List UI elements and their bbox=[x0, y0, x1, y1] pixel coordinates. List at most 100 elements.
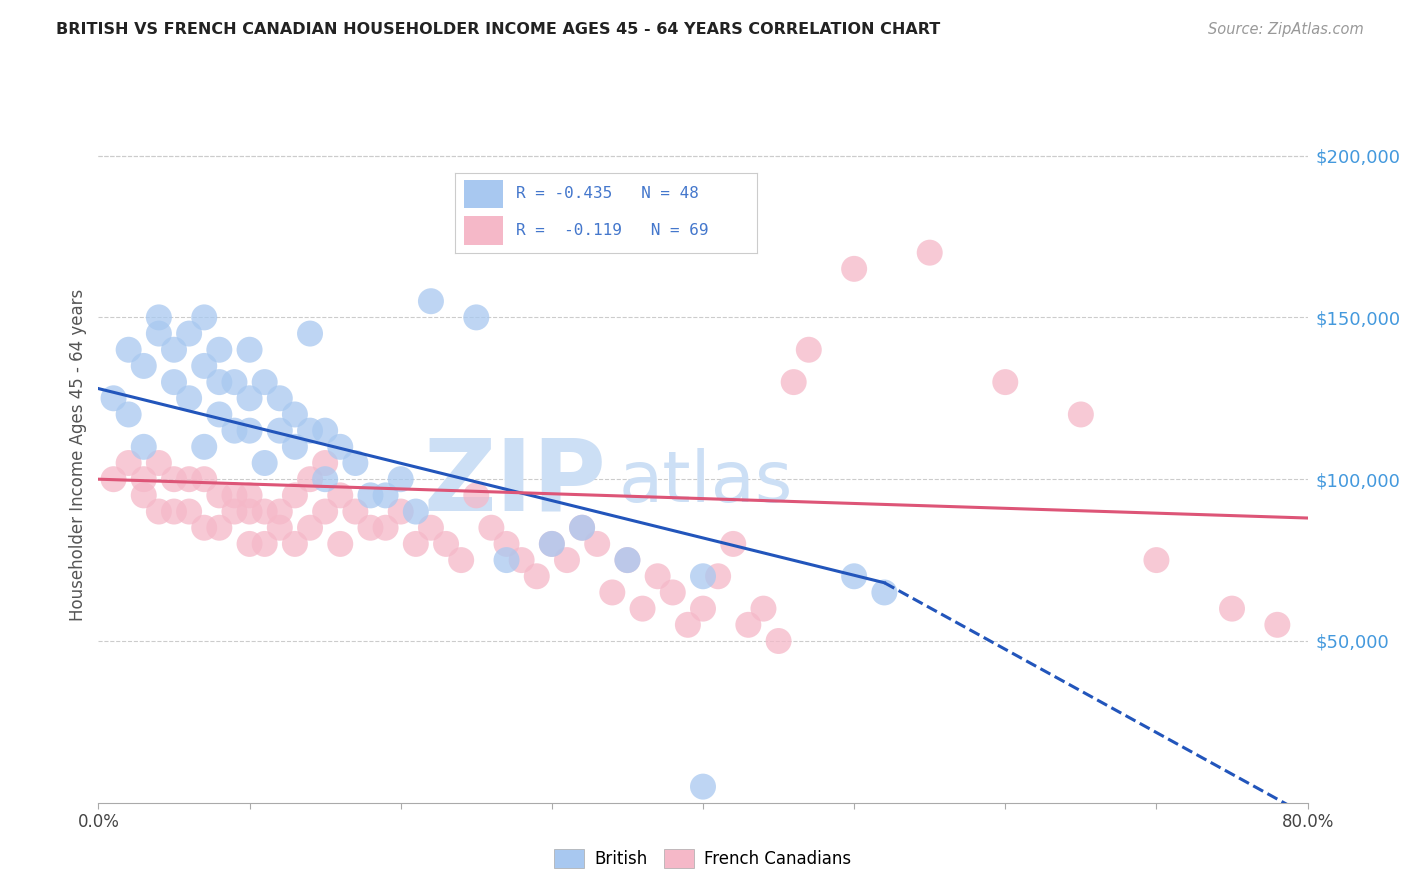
Point bbox=[783, 375, 806, 389]
Point bbox=[239, 488, 262, 502]
Point bbox=[647, 569, 669, 583]
Point bbox=[586, 537, 609, 551]
Point bbox=[752, 601, 775, 615]
Point bbox=[481, 521, 503, 535]
Point bbox=[737, 617, 759, 632]
Point bbox=[420, 521, 443, 535]
Point bbox=[873, 585, 896, 599]
Point bbox=[269, 424, 291, 438]
Point bbox=[692, 601, 714, 615]
Point bbox=[374, 488, 396, 502]
Point bbox=[1267, 617, 1289, 632]
Point bbox=[918, 245, 941, 260]
Point bbox=[692, 569, 714, 583]
Text: Source: ZipAtlas.com: Source: ZipAtlas.com bbox=[1208, 22, 1364, 37]
Text: atlas: atlas bbox=[619, 449, 793, 517]
Point bbox=[179, 472, 201, 486]
Bar bbox=[464, 217, 503, 245]
Point bbox=[148, 326, 170, 341]
Point bbox=[148, 310, 170, 325]
Point bbox=[163, 375, 186, 389]
Point bbox=[360, 521, 382, 535]
Point bbox=[1144, 553, 1167, 567]
Point bbox=[253, 537, 276, 551]
Point bbox=[193, 440, 215, 454]
Point bbox=[299, 424, 322, 438]
Point bbox=[239, 343, 262, 357]
Point bbox=[329, 440, 352, 454]
Point bbox=[163, 472, 186, 486]
Point bbox=[239, 424, 262, 438]
Point bbox=[193, 521, 215, 535]
Point bbox=[208, 375, 231, 389]
Point bbox=[616, 553, 638, 567]
Point bbox=[269, 392, 291, 406]
Point bbox=[299, 521, 322, 535]
Point bbox=[994, 375, 1017, 389]
Point bbox=[360, 488, 382, 502]
Point bbox=[389, 504, 412, 518]
Point bbox=[132, 440, 155, 454]
Point bbox=[707, 569, 730, 583]
Point bbox=[239, 392, 262, 406]
Point bbox=[132, 488, 155, 502]
Point bbox=[103, 472, 125, 486]
Point bbox=[163, 343, 186, 357]
Point bbox=[224, 424, 246, 438]
Point bbox=[148, 504, 170, 518]
Point bbox=[676, 617, 699, 632]
Point bbox=[344, 456, 367, 470]
Point bbox=[132, 359, 155, 373]
Point bbox=[1220, 601, 1243, 615]
Point bbox=[299, 326, 322, 341]
Point bbox=[405, 504, 427, 518]
Point bbox=[179, 392, 201, 406]
Point bbox=[224, 504, 246, 518]
Point bbox=[269, 504, 291, 518]
Point bbox=[797, 343, 820, 357]
Point bbox=[602, 585, 624, 599]
Point bbox=[495, 537, 517, 551]
Point bbox=[118, 408, 141, 422]
Point bbox=[692, 780, 714, 794]
Point bbox=[571, 521, 593, 535]
Point bbox=[253, 504, 276, 518]
Point bbox=[434, 537, 457, 551]
Point bbox=[208, 488, 231, 502]
Point bbox=[631, 601, 654, 615]
Point bbox=[374, 521, 396, 535]
Point bbox=[420, 294, 443, 309]
Point bbox=[208, 343, 231, 357]
Point bbox=[510, 553, 533, 567]
Point bbox=[555, 553, 578, 567]
Point bbox=[314, 456, 336, 470]
Point bbox=[450, 553, 472, 567]
Point bbox=[132, 472, 155, 486]
Point bbox=[284, 537, 307, 551]
Point bbox=[344, 504, 367, 518]
Point bbox=[314, 472, 336, 486]
Point bbox=[571, 521, 593, 535]
Point bbox=[179, 504, 201, 518]
Point bbox=[389, 472, 412, 486]
Point bbox=[723, 537, 745, 551]
Point bbox=[253, 456, 276, 470]
Point bbox=[662, 585, 685, 599]
Point bbox=[118, 343, 141, 357]
Point bbox=[193, 310, 215, 325]
Point bbox=[103, 392, 125, 406]
Point bbox=[193, 359, 215, 373]
Point bbox=[299, 472, 322, 486]
Point bbox=[208, 408, 231, 422]
Point bbox=[269, 521, 291, 535]
Point bbox=[329, 488, 352, 502]
Point bbox=[495, 553, 517, 567]
Point bbox=[616, 553, 638, 567]
Point bbox=[179, 326, 201, 341]
Point bbox=[239, 504, 262, 518]
Point bbox=[540, 537, 562, 551]
Text: R = -0.435   N = 48: R = -0.435 N = 48 bbox=[516, 186, 699, 202]
Legend: British, French Canadians: British, French Canadians bbox=[548, 842, 858, 874]
Point bbox=[284, 440, 307, 454]
Bar bbox=[464, 179, 503, 209]
